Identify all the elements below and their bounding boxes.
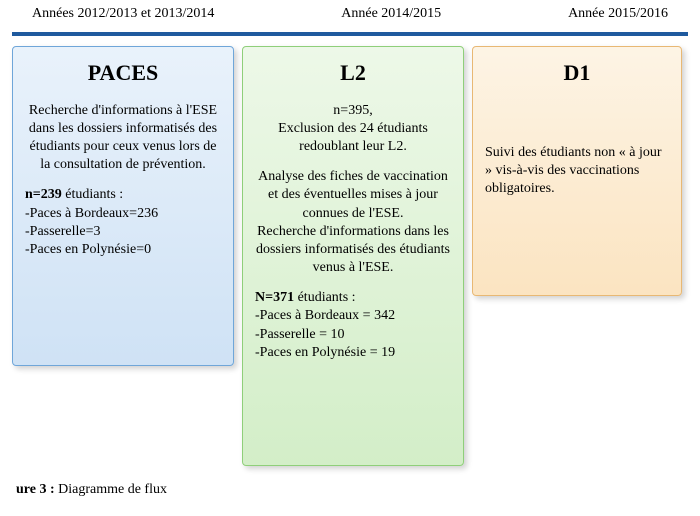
box-l2-title: L2 [255,59,451,88]
box-l2-item-3: -Paces en Polynésie = 19 [255,344,451,362]
year-col-3: Année 2015/2016 [568,6,668,22]
figure-caption-rest: Diagramme de flux [55,482,167,497]
box-l2-recherche: Recherche d'informations dans les dossie… [255,223,451,278]
figure-caption: ure 3 : Diagramme de flux [12,482,688,498]
boxes-row: PACES Recherche d'informations à l'ESE d… [12,46,688,466]
box-d1-paragraph: Suivi des étudiants non « à jour » vis-à… [485,144,669,199]
page-root: Années 2012/2013 et 2013/2014 Année 2014… [0,0,700,498]
box-l2-item-1: -Paces à Bordeaux = 342 [255,307,451,325]
box-paces-n: n=239 [25,187,62,202]
box-l2-n395: n=395, [255,102,451,120]
box-paces-item-3: -Paces en Polynésie=0 [25,241,221,259]
box-paces: PACES Recherche d'informations à l'ESE d… [12,46,234,366]
box-d1-title: D1 [485,59,669,88]
box-paces-title: PACES [25,59,221,88]
box-paces-item-1: -Paces à Bordeaux=236 [25,205,221,223]
year-col-2: Année 2014/2015 [341,6,441,22]
box-l2-N-suffix: étudiants : [294,290,355,305]
box-l2-exclusion: Exclusion des 24 étudiants redoublant le… [255,120,451,156]
box-paces-item-2: -Passerelle=3 [25,223,221,241]
figure-caption-prefix: ure 3 : [16,482,55,497]
box-d1: D1 Suivi des étudiants non « à jour » vi… [472,46,682,296]
box-paces-count: n=239 étudiants : [25,186,221,204]
box-l2: L2 n=395, Exclusion des 24 étudiants red… [242,46,464,466]
box-l2-count: N=371 étudiants : [255,289,451,307]
box-l2-N: N=371 [255,290,294,305]
box-l2-analyse: Analyse des fiches de vaccination et des… [255,168,451,223]
horizontal-divider [12,32,688,36]
box-paces-paragraph: Recherche d'informations à l'ESE dans le… [25,102,221,175]
year-col-1: Années 2012/2013 et 2013/2014 [32,6,214,22]
years-row: Années 2012/2013 et 2013/2014 Année 2014… [12,6,688,26]
box-l2-item-2: -Passerelle = 10 [255,326,451,344]
box-paces-n-suffix: étudiants : [62,187,123,202]
box-d1-spacer [485,102,669,144]
